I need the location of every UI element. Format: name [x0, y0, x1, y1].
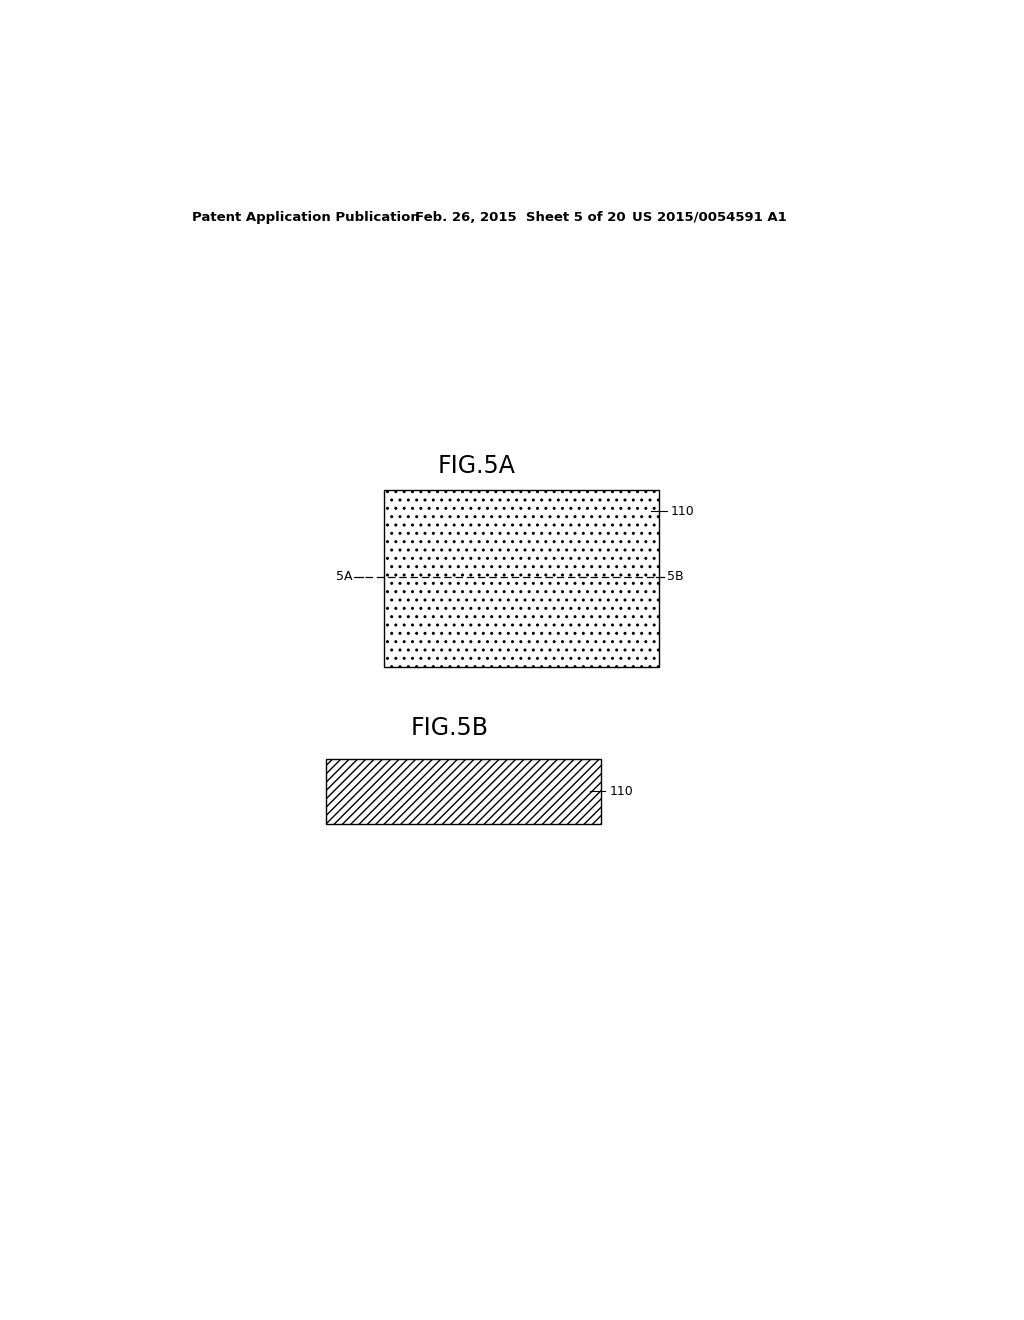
Text: 110: 110: [609, 785, 633, 797]
Text: US 2015/0054591 A1: US 2015/0054591 A1: [632, 211, 786, 224]
Text: 110: 110: [671, 504, 694, 517]
Text: 5B: 5B: [667, 570, 683, 583]
Bar: [326, 759, 601, 825]
Text: FIG.5A: FIG.5A: [438, 454, 516, 478]
Bar: [384, 490, 658, 667]
Text: FIG.5B: FIG.5B: [411, 715, 488, 739]
Text: Patent Application Publication: Patent Application Publication: [191, 211, 419, 224]
Text: 5A: 5A: [336, 570, 352, 583]
Text: Feb. 26, 2015  Sheet 5 of 20: Feb. 26, 2015 Sheet 5 of 20: [415, 211, 626, 224]
